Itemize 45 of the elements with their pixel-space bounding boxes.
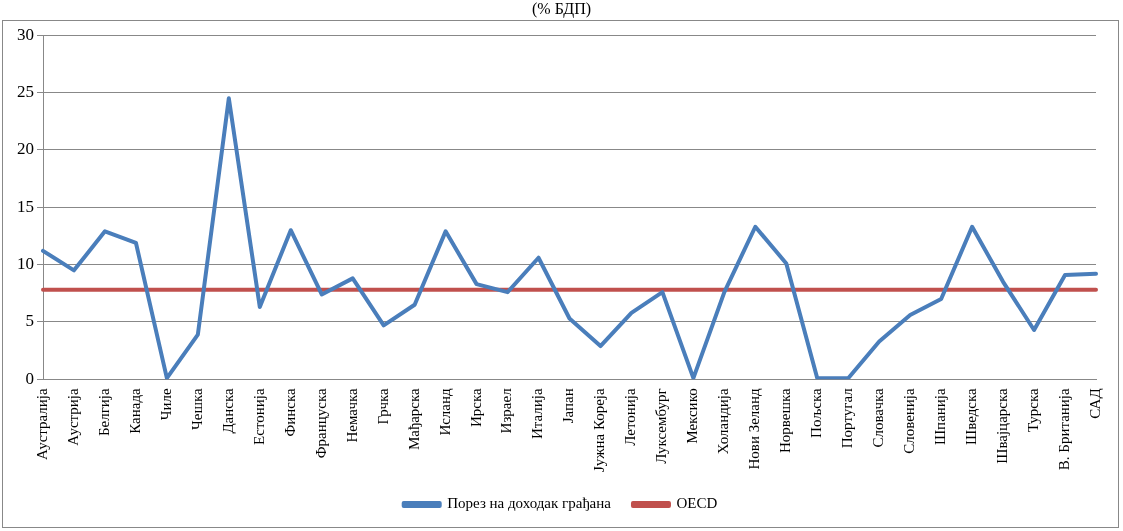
x-tick-label: Израел [498,387,515,434]
x-tick-label: Шведска [963,387,980,445]
x-tick-label: Белгија [95,387,112,437]
x-tick-label: Италија [529,387,546,440]
x-tick-label: Немачка [343,387,360,443]
x-tick-label: Луксембург [653,388,670,464]
x-tick-label: Ирска [467,387,484,428]
chart-title: (% БДП) [531,0,592,18]
x-tick-label: Естонија [250,387,267,445]
x-tick-label: Исланд [436,387,453,436]
x-tick-label: Пољска [808,387,825,438]
x-tick-label: Јужна Кореја [591,387,608,473]
y-tick-label: 5 [25,311,34,331]
legend-label: Порез на доходак грађана [447,495,612,512]
legend-label: OECD [676,495,718,512]
x-tick-label: В. Британија [1055,387,1072,471]
x-tick-label: Данска [219,387,236,434]
x-tick-label: Канада [126,387,143,434]
x-tick-label: САД [1086,388,1103,419]
y-tick-label: 15 [17,196,34,216]
x-tick-label: Норвешка [777,387,794,454]
x-tick-label: Мексико [684,388,701,444]
x-tick-label: Аустрија [64,387,81,446]
y-tick-label: 30 [17,24,34,44]
x-tick-label: Шпанија [932,387,949,446]
x-tick-label: Аустралија [33,387,50,460]
x-tick-label: Холандија [715,387,732,455]
x-tick-label: Летонија [622,387,639,446]
x-tick-label: Словенија [901,387,918,454]
x-tick-label: Португал [839,387,856,449]
y-tick-label: 25 [17,82,34,102]
x-tick-label: Турска [1025,387,1041,433]
x-tick-label: Финска [281,387,298,437]
y-tick-label: 0 [25,368,34,388]
x-tick-label: Швајцарска [994,387,1011,464]
x-tick-label: Словачка [870,387,887,448]
x-tick-label: Нови Зеланд [746,387,763,470]
x-tick-label: Чешка [188,387,205,431]
x-tick-label: Мађарска [405,387,422,451]
x-tick-label: Француска [312,387,329,459]
x-tick-label: Грчка [374,387,391,425]
y-tick-label: 20 [17,139,34,159]
x-tick-label: Чиле [157,387,174,421]
x-tick-label: Јапан [560,388,577,424]
y-tick-label: 10 [17,254,34,274]
